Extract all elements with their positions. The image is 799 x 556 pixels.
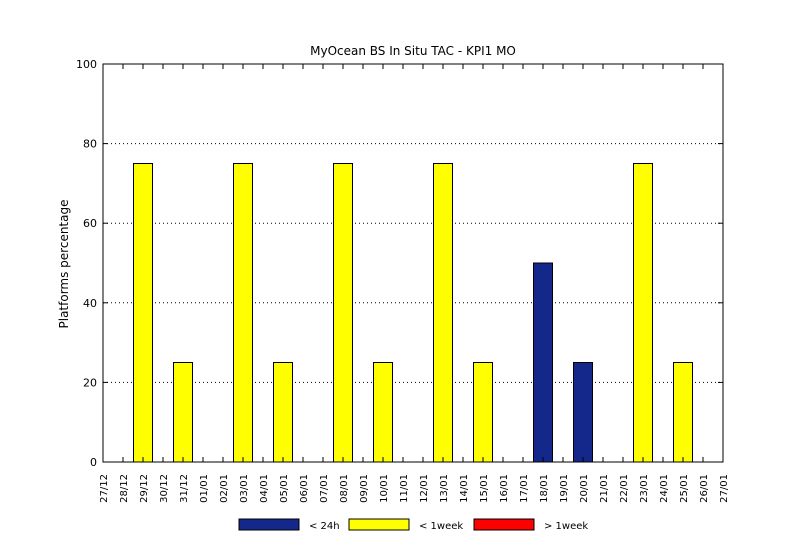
- plot-frame: [102, 63, 724, 463]
- bar: [333, 163, 353, 463]
- x-tick-label: 07/01: [319, 474, 330, 503]
- bar: [533, 262, 553, 463]
- x-tick-label: 27/12: [99, 474, 110, 503]
- legend-label: < 1week: [419, 521, 463, 532]
- bar: [433, 163, 453, 463]
- bar: [673, 362, 693, 463]
- y-tick-label: 80: [83, 138, 97, 151]
- x-tick-label: 11/01: [399, 474, 410, 503]
- x-tick-label: 09/01: [359, 474, 370, 503]
- x-tick-label: 31/12: [179, 474, 190, 503]
- x-tick-label: 18/01: [539, 474, 550, 503]
- bar: [633, 163, 653, 463]
- legend-swatch: [238, 518, 300, 531]
- legend-label: < 24h: [309, 521, 340, 532]
- bar: [233, 163, 253, 463]
- x-tick-label: 06/01: [299, 474, 310, 503]
- x-tick-label: 16/01: [499, 474, 510, 503]
- x-axis-ticks: 27/12 28/12 29/12 30/12 31/12 01/01 02/01 03/01…: [99, 64, 730, 503]
- legend-label: > 1week: [544, 521, 588, 532]
- bar: [473, 362, 493, 463]
- x-tick-label: 29/12: [139, 474, 150, 503]
- x-tick-label: 12/01: [419, 474, 430, 503]
- x-tick-label: 04/01: [259, 474, 270, 503]
- x-tick-label: 28/12: [119, 474, 130, 503]
- x-tick-label: 15/01: [479, 474, 490, 503]
- y-tick-label: 100: [76, 58, 97, 71]
- x-tick-label: 08/01: [339, 474, 350, 503]
- x-tick-label: 20/01: [579, 474, 590, 503]
- y-tick-label: 0: [90, 456, 97, 469]
- x-tick-label: 23/01: [639, 474, 650, 503]
- x-tick-label: 30/12: [159, 474, 170, 503]
- bar: [273, 362, 293, 463]
- bar: [573, 362, 593, 463]
- x-tick-label: 27/01: [719, 474, 730, 503]
- x-tick-label: 10/01: [379, 474, 390, 503]
- y-tick-label: 40: [83, 297, 97, 310]
- x-tick-label: 14/01: [459, 474, 470, 503]
- grid-lines: [103, 143, 723, 383]
- bars: [133, 163, 693, 463]
- x-tick-label: 25/01: [679, 474, 690, 503]
- x-tick-label: 19/01: [559, 474, 570, 503]
- x-tick-label: 01/01: [199, 474, 210, 503]
- x-tick-label: 22/01: [619, 474, 630, 503]
- x-tick-label: 03/01: [239, 474, 250, 503]
- x-tick-label: 17/01: [519, 474, 530, 503]
- y-axis-label: Platforms percentage: [57, 200, 71, 329]
- legend-swatch: [473, 518, 535, 531]
- y-tick-label: 60: [83, 217, 97, 230]
- x-tick-label: 24/01: [659, 474, 670, 503]
- legend: < 24h < 1week > 1week: [238, 518, 588, 532]
- x-tick-label: 02/01: [219, 474, 230, 503]
- bar: [133, 163, 153, 463]
- x-tick-label: 26/01: [699, 474, 710, 503]
- legend-swatch: [348, 518, 410, 531]
- x-tick-label: 13/01: [439, 474, 450, 503]
- x-tick-label: 05/01: [279, 474, 290, 503]
- y-axis-ticks: 0 20 40 60 80 100: [76, 58, 723, 469]
- x-tick-label: 21/01: [599, 474, 610, 503]
- bar: [373, 362, 393, 463]
- y-tick-label: 20: [83, 376, 97, 389]
- chart-title: MyOcean BS In Situ TAC - KPI1 MO: [310, 44, 516, 58]
- bar: [173, 362, 193, 463]
